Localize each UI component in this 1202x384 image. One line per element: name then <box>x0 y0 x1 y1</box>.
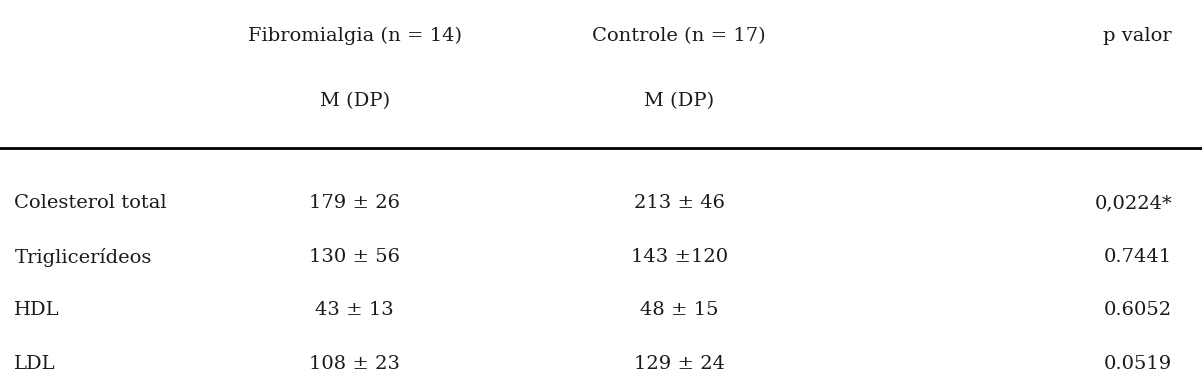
Text: 0.6052: 0.6052 <box>1103 301 1172 319</box>
Text: 108 ± 23: 108 ± 23 <box>309 355 400 373</box>
Text: 129 ± 24: 129 ± 24 <box>633 355 725 373</box>
Text: 48 ± 15: 48 ± 15 <box>639 301 719 319</box>
Text: HDL: HDL <box>14 301 60 319</box>
Text: 0.7441: 0.7441 <box>1103 248 1172 266</box>
Text: 179 ± 26: 179 ± 26 <box>309 194 400 212</box>
Text: Triglicerídeos: Triglicerídeos <box>14 248 151 266</box>
Text: 0.0519: 0.0519 <box>1103 355 1172 373</box>
Text: LDL: LDL <box>14 355 56 373</box>
Text: M (DP): M (DP) <box>320 92 389 110</box>
Text: Controle (n = 17): Controle (n = 17) <box>593 27 766 45</box>
Text: M (DP): M (DP) <box>644 92 714 110</box>
Text: 213 ± 46: 213 ± 46 <box>633 194 725 212</box>
Text: 0,0224*: 0,0224* <box>1094 194 1172 212</box>
Text: 143 ±120: 143 ±120 <box>631 248 727 266</box>
Text: 130 ± 56: 130 ± 56 <box>309 248 400 266</box>
Text: Colesterol total: Colesterol total <box>14 194 167 212</box>
Text: Fibromialgia (n = 14): Fibromialgia (n = 14) <box>248 27 462 45</box>
Text: 43 ± 13: 43 ± 13 <box>315 301 394 319</box>
Text: p valor: p valor <box>1103 27 1172 45</box>
